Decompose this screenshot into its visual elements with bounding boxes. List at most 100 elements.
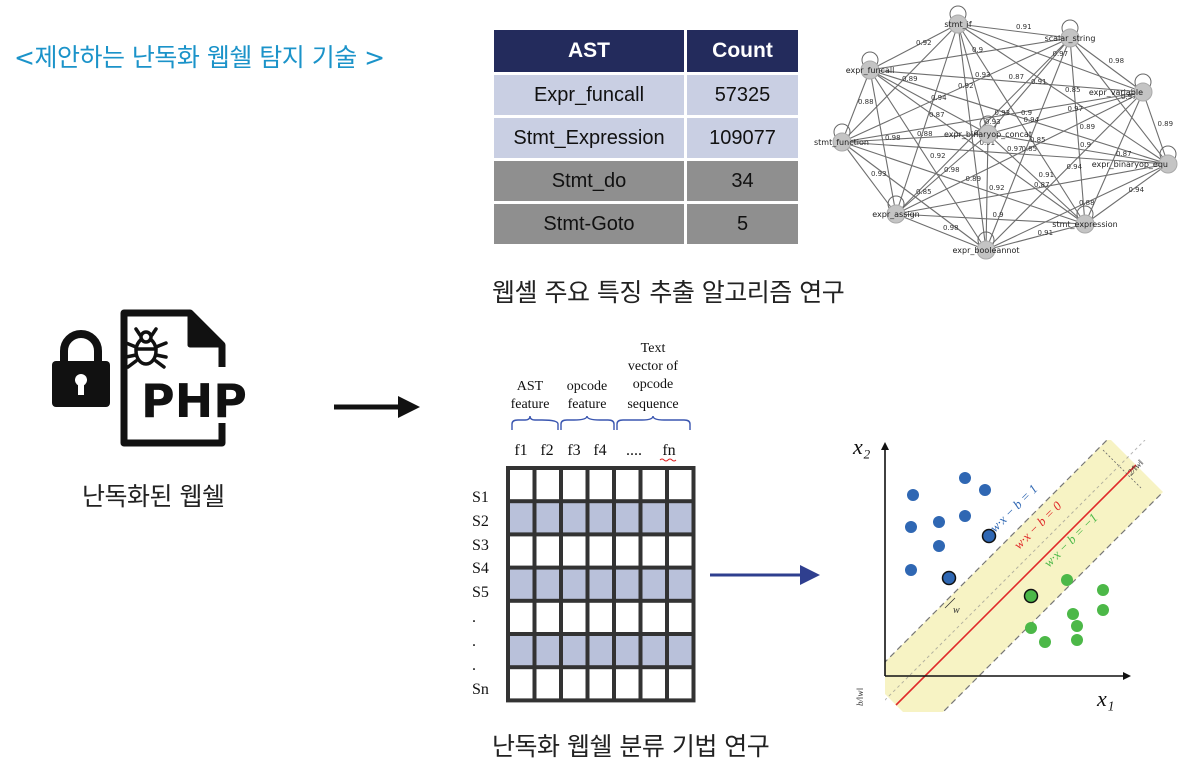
graph-edge-label: 0.89	[1080, 123, 1096, 131]
graph-edge-label: 0.9	[1021, 109, 1032, 117]
ast-network-graph: 0.91 0.92 0.97 0.93 0.89 0.85 0.87 0.94 0.88 0.9 0…	[814, 5, 1178, 260]
svm-point-blue	[959, 510, 971, 522]
matrix-cell	[589, 503, 612, 533]
matrix-cell	[642, 602, 665, 632]
graph-edge	[895, 91, 1144, 215]
svm-point-blue	[933, 516, 945, 528]
graph-edge-label: 0.9	[1080, 141, 1091, 149]
table-cell-ast: Stmt_Expression	[494, 118, 687, 158]
graph-edge	[1142, 91, 1169, 165]
graph-edge-label: 0.89	[966, 175, 982, 183]
graph-edge	[957, 23, 1071, 39]
matrix-cell	[616, 470, 639, 500]
graph-edge-label: 0.92	[916, 39, 932, 47]
graph-edge-label: 0.9	[993, 211, 1004, 219]
matrix-cell	[616, 503, 639, 533]
matrix-cell	[563, 636, 586, 666]
graph-edge	[895, 213, 1086, 225]
graph-edge-label: 0.94	[931, 94, 947, 102]
graph-edge	[957, 23, 989, 135]
graph-edge	[895, 213, 987, 251]
matrix-cell	[669, 602, 692, 632]
graph-node-label: expr_funcall	[846, 66, 895, 75]
graph-edge	[841, 141, 1086, 225]
lock-icon	[52, 330, 110, 407]
matrix-cell	[616, 602, 639, 632]
slide-title: <제안하는 난독화 웹쉘 탐지 기술 >	[14, 43, 385, 72]
graph-edge	[1084, 91, 1144, 225]
row-label-sn: Sn	[472, 681, 489, 698]
matrix-cell	[616, 536, 639, 566]
matrix-cell	[642, 569, 665, 599]
webshell-caption: 난독화된 웹쉘	[82, 482, 225, 511]
graph-edge-label: 0.91	[1031, 78, 1047, 86]
graph-node	[948, 14, 968, 34]
graph-node-label: expr_variable	[1089, 88, 1143, 97]
matrix-cell	[536, 636, 559, 666]
offset-label: b/‖w‖	[855, 688, 865, 706]
svm-point-green	[1071, 620, 1083, 632]
graph-edge-label: 0.94	[1129, 186, 1145, 194]
graph-node	[860, 60, 880, 80]
group-label-ast-line2: feature	[511, 397, 550, 412]
matrix-cell	[669, 470, 692, 500]
col-label-f2: f2	[540, 442, 553, 459]
matrix-cell	[563, 503, 586, 533]
graph-edge-label: 0.85	[1022, 145, 1038, 153]
graph-node	[832, 132, 852, 152]
graph-node	[1075, 214, 1095, 234]
graph-node-label: expr_assign	[872, 210, 920, 219]
graph-edge	[841, 133, 989, 143]
matrix-cell	[510, 536, 533, 566]
graph-node	[976, 240, 996, 260]
php-label: PHP	[141, 374, 247, 428]
graph-edge-label: 0.87	[929, 111, 945, 119]
group-label-opcode-line2: feature	[568, 397, 607, 412]
graph-edge-label: 0.87	[1009, 73, 1025, 81]
svm-point-green	[1025, 622, 1037, 634]
graph-edge	[985, 91, 1144, 251]
graph-node-label: expr_binaryop_equ	[1092, 160, 1168, 169]
x-axis-label: x₁	[1096, 686, 1114, 711]
svm-point-green	[1097, 604, 1109, 616]
matrix-cell	[589, 569, 612, 599]
col-label-f3: f3	[567, 442, 580, 459]
graph-edge-label: 0.92	[989, 184, 1005, 192]
table-cell-ast: Expr_funcall	[494, 75, 687, 115]
matrix-cell	[536, 503, 559, 533]
graph-edge	[841, 141, 897, 215]
upper-margin-line	[885, 440, 1108, 663]
matrix-cell	[589, 669, 612, 699]
table-row: Stmt_Expression 109077	[494, 118, 798, 158]
matrix-cell	[510, 602, 533, 632]
graph-edge	[1084, 163, 1169, 225]
graph-edge-label: 0.88	[917, 130, 933, 138]
matrix-cell	[510, 636, 533, 666]
svm-point-green	[1039, 636, 1051, 648]
group-label-text-line4: sequence	[627, 397, 678, 412]
graph-edge	[869, 37, 1071, 71]
graph-edge-label: 0.97	[1007, 145, 1023, 153]
svm-point-blue	[933, 540, 945, 552]
group-label-text-line3: opcode	[633, 377, 673, 392]
graph-edge	[869, 23, 959, 71]
matrix-cell	[642, 669, 665, 699]
graph-edge	[841, 69, 871, 143]
table-header-count: Count	[687, 30, 798, 72]
ast-count-table: AST Count Expr_funcall 57325 Stmt_Expres…	[494, 27, 798, 247]
row-label-s2: S2	[472, 513, 489, 530]
bug-icon	[124, 327, 168, 369]
graph-edge-label: 0.92	[930, 152, 946, 160]
matrix-cell	[642, 470, 665, 500]
matrix-cell	[589, 536, 612, 566]
matrix-cell	[616, 569, 639, 599]
svm-support-vector-blue	[981, 528, 997, 544]
graph-edge	[985, 223, 1086, 251]
graph-edge-label: 0.87	[1034, 181, 1050, 189]
graph-edge-label: 0.93	[871, 170, 887, 178]
matrix-cell	[563, 569, 586, 599]
group-brackets	[511, 415, 691, 430]
group-label-opcode-line1: opcode	[567, 379, 607, 394]
graph-edge-label: 0.91	[1016, 23, 1032, 31]
classification-caption: 난독화 웹쉘 분류 기법 연구	[492, 732, 770, 761]
